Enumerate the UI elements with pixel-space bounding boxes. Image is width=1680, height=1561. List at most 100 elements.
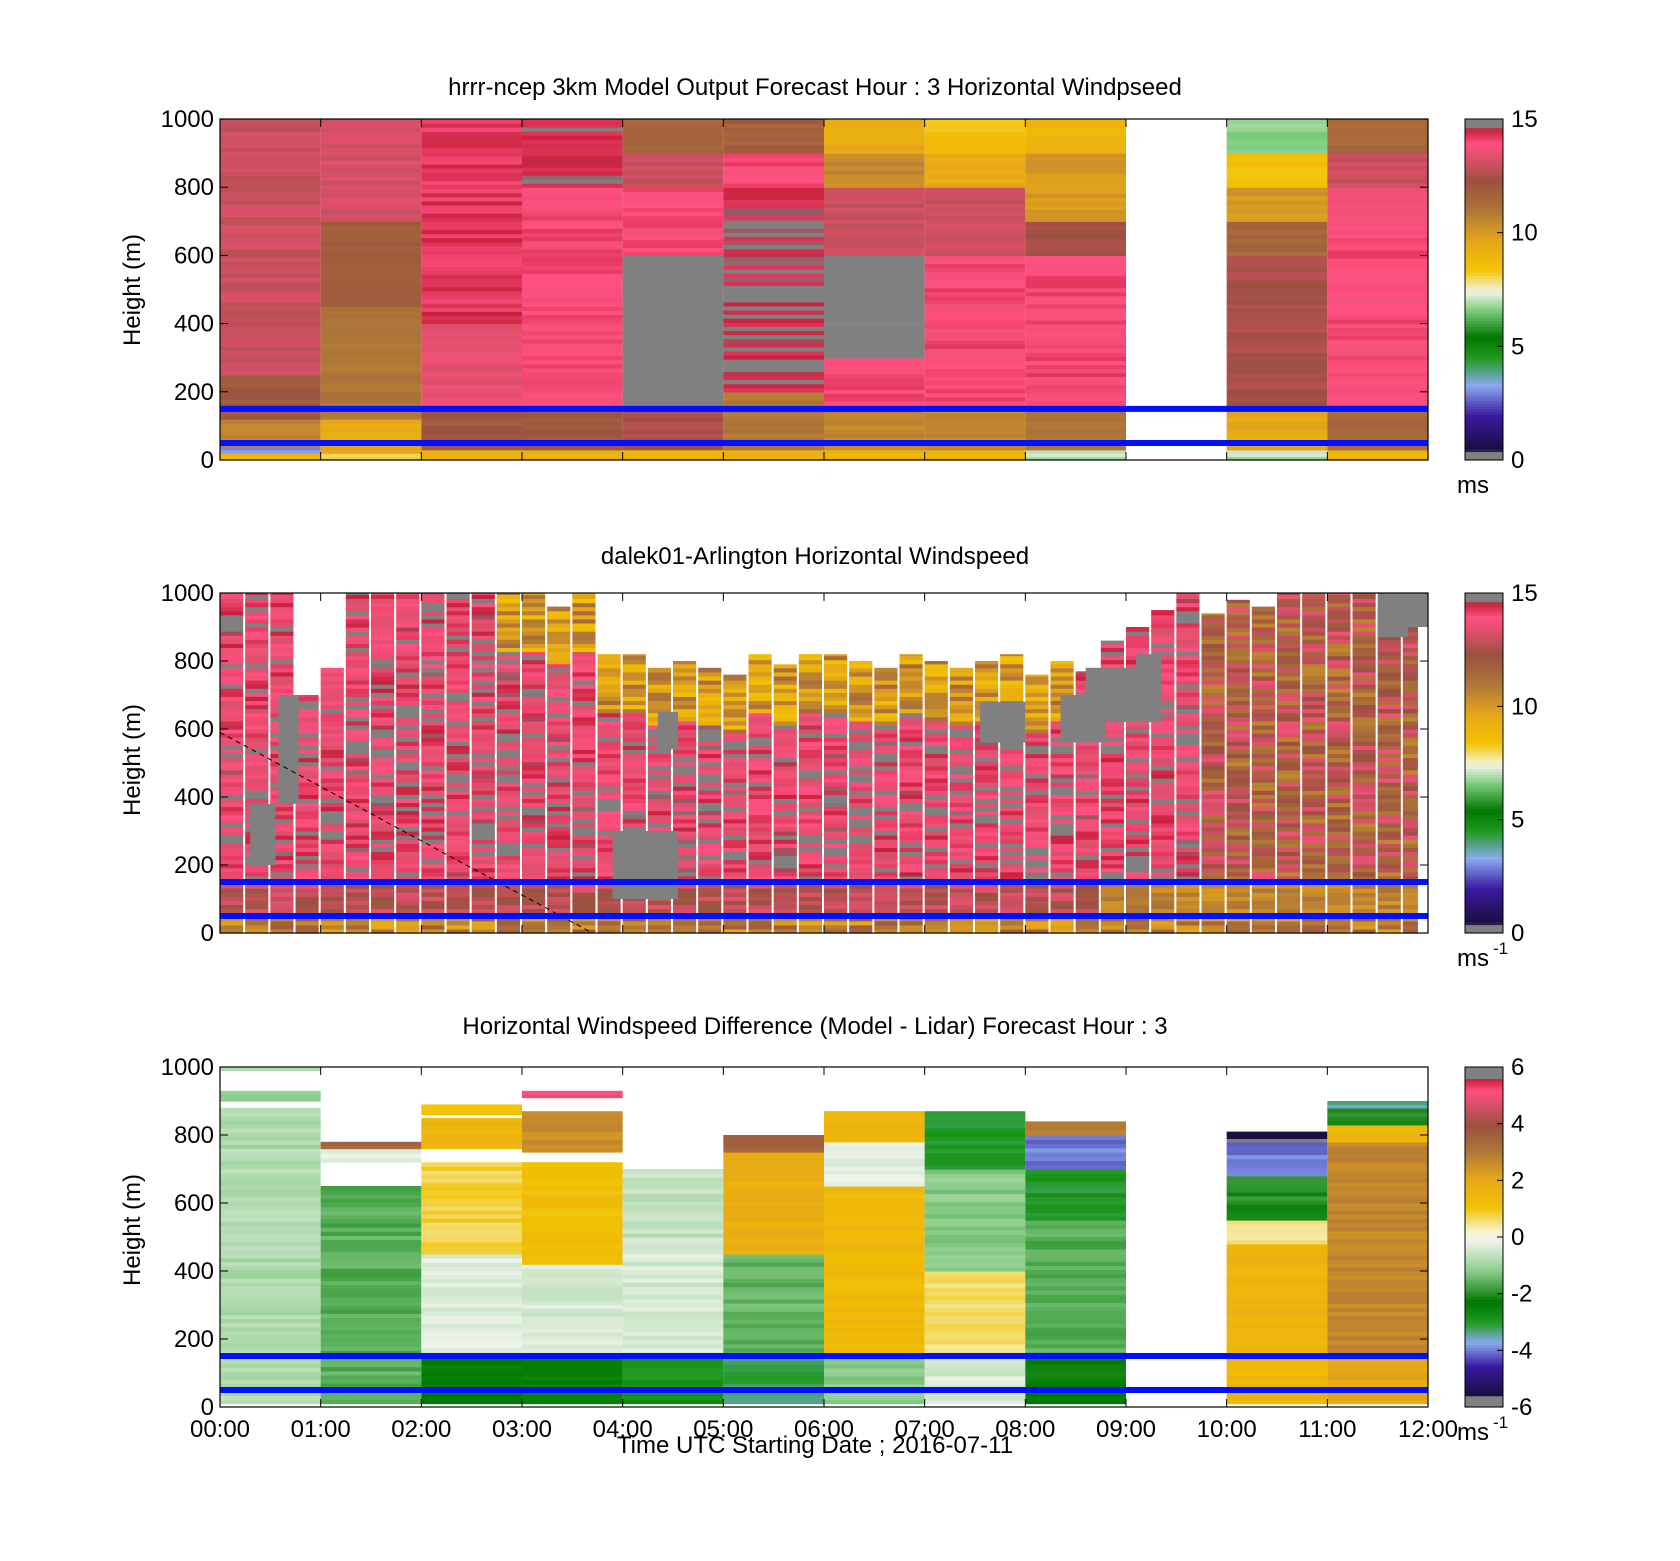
heatmap-cell (345, 720, 369, 726)
heatmap-cell (924, 380, 1026, 386)
heatmap-cell (1327, 802, 1351, 808)
heatmap-cell (371, 635, 395, 640)
heatmap-cell (295, 700, 319, 706)
heatmap-cell (1075, 777, 1099, 783)
heatmap-cell (622, 659, 646, 665)
heatmap-cell (798, 790, 822, 795)
heatmap-cell (220, 434, 321, 440)
heatmap-cell (1277, 798, 1301, 804)
colorbar-cell (1465, 816, 1503, 821)
heatmap-cell (1377, 916, 1401, 922)
heatmap-cell (1251, 900, 1275, 906)
heatmap-cell (496, 867, 520, 873)
heatmap-cell (1151, 843, 1175, 848)
heatmap-cell (924, 144, 1026, 150)
heatmap-cell (1277, 782, 1301, 787)
heatmap-cell (899, 667, 923, 673)
heatmap-cell (1025, 916, 1049, 922)
colorbar-cell (1465, 848, 1503, 852)
heatmap-cell (1025, 279, 1126, 285)
heatmap-cell (899, 688, 923, 693)
heatmap-cell (522, 310, 623, 316)
heatmap-cell (396, 855, 420, 861)
heatmap-cell (824, 859, 848, 865)
heatmap-cell (320, 671, 344, 677)
heatmap-cell (824, 429, 925, 435)
heatmap-cell (220, 737, 244, 742)
heatmap-cell (723, 733, 747, 738)
heatmap-cell (245, 675, 269, 681)
heatmap-cell (1050, 741, 1074, 746)
heatmap-cell (1251, 680, 1275, 685)
heatmap-cell (220, 810, 244, 816)
heatmap-cell (622, 777, 646, 783)
heatmap-cell (798, 822, 822, 828)
heatmap-cell (899, 802, 923, 808)
heatmap-cell (1251, 737, 1275, 742)
heatmap-cell (220, 1249, 321, 1255)
heatmap-cell (975, 818, 999, 824)
heatmap-cell (396, 594, 420, 600)
heatmap-cell (320, 298, 422, 304)
heatmap-cell (320, 1325, 422, 1331)
heatmap-cell (345, 810, 369, 816)
heatmap-cell (245, 716, 269, 722)
heatmap-cell (270, 908, 294, 914)
heatmap-cell (1377, 851, 1401, 857)
heatmap-cell (1201, 924, 1225, 930)
heatmap-cell (496, 680, 520, 685)
heatmap-cell (270, 822, 294, 828)
colorbar-cell (1465, 910, 1503, 914)
heatmap-cell (345, 916, 369, 922)
heatmap-cell (1201, 810, 1225, 816)
heatmap-cell (1201, 692, 1225, 697)
heatmap-cell (1302, 659, 1326, 665)
heatmap-cell (547, 704, 571, 710)
heatmap-cell (471, 712, 495, 718)
heatmap-cell (1327, 298, 1428, 304)
heatmap-cell (1025, 741, 1049, 746)
heatmap-cell (1302, 888, 1326, 893)
heatmap-cell (1327, 749, 1351, 755)
heatmap-cell (396, 708, 420, 714)
heatmap-cell (320, 176, 422, 181)
heatmap-cell (320, 318, 422, 324)
heatmap-cell (1025, 708, 1049, 714)
heatmap-cell (396, 627, 420, 632)
heatmap-cell (1226, 655, 1250, 661)
heatmap-cell (1176, 749, 1200, 755)
heatmap-cell (572, 627, 596, 632)
heatmap-cell (522, 449, 623, 454)
heatmap-cell (220, 818, 244, 824)
heatmap-cell (723, 211, 824, 217)
heatmap-cell (1226, 348, 1328, 353)
heatmap-cell (1100, 814, 1124, 820)
heatmap-cell (1226, 863, 1250, 869)
heatmap-cell (1226, 647, 1250, 653)
heatmap-cell (371, 835, 395, 840)
heatmap-cell (949, 802, 973, 808)
heatmap-cell (975, 786, 999, 791)
colorbar-cell (1465, 181, 1503, 185)
heatmap-cell (1025, 696, 1049, 702)
heatmap-cell (220, 1257, 321, 1263)
heatmap-cell (220, 631, 244, 636)
heatmap-cell (824, 798, 848, 804)
heatmap-cell (396, 859, 420, 865)
heatmap-cell (1100, 786, 1124, 791)
heatmap-cell (522, 199, 623, 205)
heatmap-cell (220, 212, 321, 218)
heatmap-cell (924, 283, 1026, 289)
heatmap-cell (421, 675, 445, 681)
heatmap-cell (1402, 916, 1418, 922)
heatmap-cell (421, 928, 445, 934)
heatmap-cell (673, 720, 697, 726)
heatmap-cell (698, 835, 722, 840)
heatmap-cell (371, 631, 395, 636)
heatmap-cell (1201, 627, 1225, 632)
heatmap-cell (798, 765, 822, 771)
heatmap-cell (949, 749, 973, 755)
heatmap-cell (1100, 749, 1124, 755)
heatmap-cell (824, 178, 925, 184)
heatmap-cell (345, 675, 369, 681)
